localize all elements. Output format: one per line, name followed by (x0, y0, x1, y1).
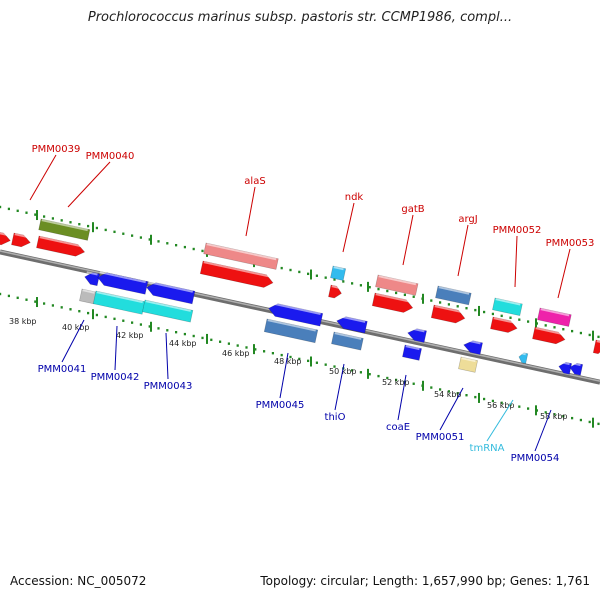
gene-feature[interactable] (592, 339, 600, 355)
label-leader-line (457, 224, 469, 277)
label-leader-line (514, 235, 518, 288)
ruler-label: 54 kbp (434, 390, 462, 399)
reverse-gene-label[interactable]: PMM0043 (144, 381, 193, 392)
gene-feature[interactable] (430, 304, 466, 325)
gene-features (0, 218, 600, 376)
gene-feature-ndk[interactable] (330, 265, 347, 281)
gene-feature-thio[interactable] (331, 331, 364, 351)
reverse-gene-label[interactable]: PMM0054 (511, 453, 560, 464)
label-leader-line (67, 161, 111, 208)
forward-gene-label[interactable]: gatB (401, 204, 424, 215)
gene-feature-argj[interactable] (435, 285, 472, 306)
label-leader-line (334, 363, 345, 411)
label-leader-line (29, 154, 57, 201)
gene-feature[interactable] (335, 315, 368, 334)
label-leader-line (486, 399, 514, 442)
gene-feature-pmm0054[interactable] (569, 362, 584, 376)
gene-feature[interactable] (462, 339, 483, 355)
gene-feature-gatb[interactable] (375, 274, 419, 296)
label-leader-line (279, 352, 289, 399)
forward-gene-label[interactable]: PMM0053 (546, 238, 595, 249)
gene-feature-pmm0051[interactable] (458, 356, 478, 373)
map-title: Prochlorococcus marinus subsp. pastoris … (87, 10, 513, 25)
forward-gene-label[interactable]: PMM0052 (493, 225, 542, 236)
gene-feature[interactable] (371, 292, 414, 314)
label-leader-line (557, 248, 571, 299)
topology-summary: Topology: circular; Length: 1,657,990 bp… (260, 574, 590, 588)
label-leader-line (342, 202, 355, 253)
reverse-gene-label[interactable]: PMM0045 (256, 400, 305, 411)
label-leader-line (114, 325, 118, 371)
reverse-gene-label[interactable]: thiO (325, 412, 346, 423)
gene-feature-tmrna[interactable] (518, 352, 529, 364)
gene-feature[interactable] (83, 271, 101, 287)
gene-feature[interactable] (558, 361, 573, 375)
label-leader-line (534, 409, 552, 452)
forward-gene-label[interactable]: PMM0040 (86, 151, 135, 162)
gene-feature-coae[interactable] (402, 344, 422, 361)
reverse-gene-label[interactable]: coaE (386, 422, 410, 433)
ruler-label: 46 kbp (222, 349, 250, 358)
reverse-gene-label[interactable]: PMM0051 (416, 432, 465, 443)
gene-feature[interactable] (328, 284, 342, 299)
gene-feature-pmm0042-arrow[interactable] (96, 271, 149, 295)
ruler-label: 48 kbp (274, 357, 302, 366)
ruler-label: 42 kbp (116, 331, 144, 340)
forward-gene-label[interactable]: argJ (458, 214, 477, 225)
gene-feature-alas-arrow[interactable] (199, 260, 274, 289)
label-leader-line (439, 387, 464, 431)
ruler-label: 44 kbp (169, 339, 197, 348)
gene-feature[interactable] (11, 232, 31, 249)
label-leader-line (61, 319, 85, 363)
forward-gene-label[interactable]: PMM0039 (32, 144, 81, 155)
forward-gene-label[interactable]: alaS (244, 176, 265, 187)
ruler-label: 58 kbp (540, 412, 568, 421)
label-leader-line (165, 332, 169, 380)
gene-feature-pmm0045[interactable] (263, 318, 319, 344)
gene-feature-pmm0053[interactable] (537, 307, 572, 327)
gene-feature-alas[interactable] (203, 242, 279, 270)
gene-feature-pmm0042[interactable] (92, 290, 146, 315)
reverse-gene-label[interactable]: PMM0042 (91, 372, 140, 383)
ruler-label: 52 kbp (382, 378, 410, 387)
reverse-gene-label[interactable]: PMM0041 (38, 364, 87, 375)
gene-feature-pmm0043-arrow[interactable] (145, 281, 196, 305)
gene-feature-pmm0043[interactable] (142, 299, 194, 323)
ruler-label: 56 kbp (487, 401, 515, 410)
label-leader-line (245, 186, 256, 237)
gene-feature[interactable] (79, 288, 98, 305)
gene-feature-pmm0039[interactable] (38, 218, 91, 241)
reverse-gene-label[interactable]: tmRNA (470, 443, 505, 454)
gene-feature-pmm0052[interactable] (492, 297, 523, 317)
ruler-label: 40 kbp (62, 323, 90, 332)
label-leader-line (402, 214, 414, 266)
gene-feature[interactable] (532, 326, 566, 346)
gene-feature[interactable] (267, 302, 324, 327)
gene-feature[interactable] (490, 316, 518, 334)
gene-feature[interactable] (0, 230, 12, 247)
gene-feature[interactable] (406, 327, 427, 343)
gene-feature-pmm0040[interactable] (36, 235, 86, 258)
forward-gene-label[interactable]: ndk (345, 192, 364, 203)
label-leader-line (397, 374, 407, 421)
accession-text: Accession: NC_005072 (10, 574, 147, 588)
ruler-label: 38 kbp (9, 317, 37, 326)
